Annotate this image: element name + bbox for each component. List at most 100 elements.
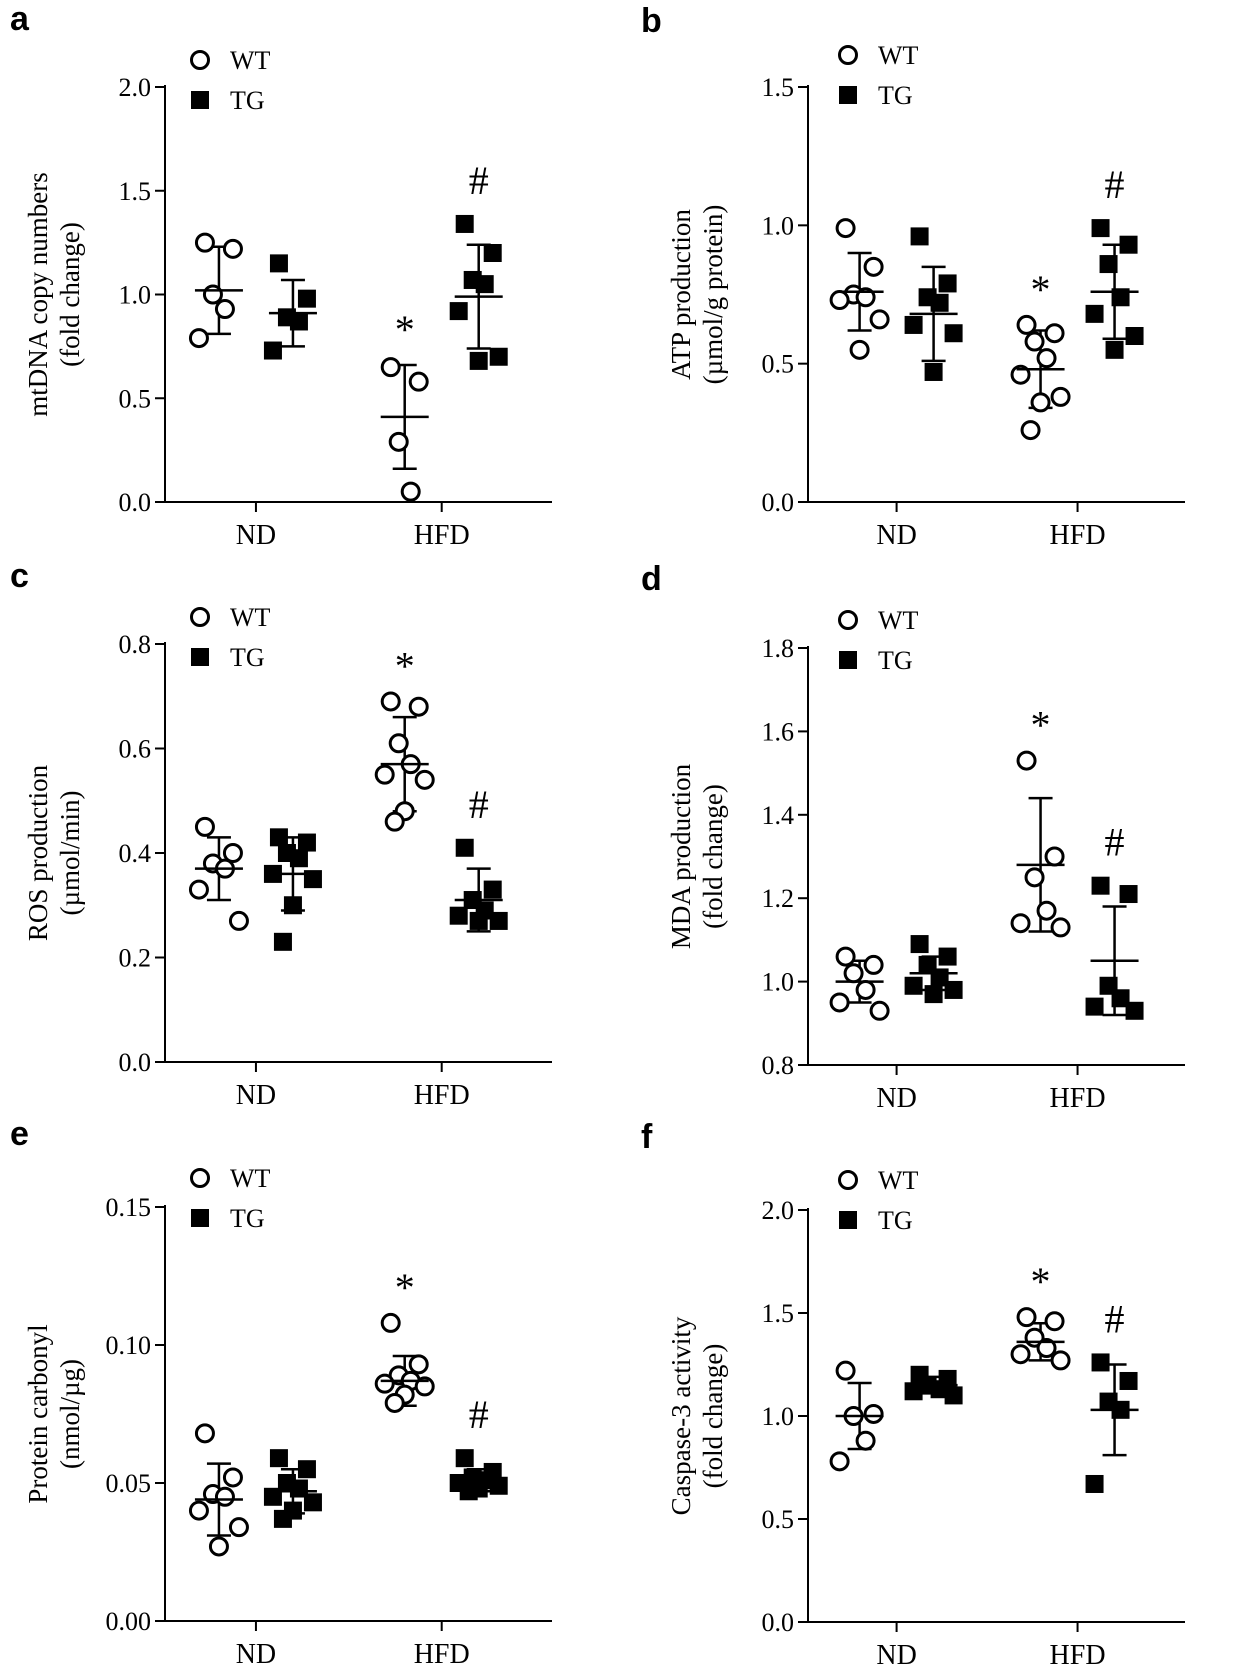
- group-tg-hfd: #: [449, 1392, 508, 1501]
- data-point: [938, 947, 957, 966]
- data-point: [263, 341, 282, 360]
- x-tick-label: HFD: [1050, 520, 1106, 551]
- data-point: [1010, 364, 1031, 385]
- data-point: [1099, 255, 1118, 274]
- data-point: [459, 1482, 478, 1501]
- data-point: [297, 289, 316, 308]
- data-point: [904, 315, 923, 334]
- data-point: [194, 232, 215, 253]
- data-point: [475, 275, 494, 294]
- data-point: [835, 1360, 856, 1381]
- y-tick-label: 1.0: [762, 1402, 795, 1431]
- y-tick-label: 0.8: [119, 630, 152, 659]
- legend-marker-wt: [838, 45, 858, 65]
- data-point: [489, 911, 508, 930]
- y-tick-label: 0.2: [119, 944, 152, 973]
- data-point: [1091, 219, 1110, 238]
- data-point: [202, 284, 223, 305]
- data-point: [455, 214, 474, 233]
- data-point: [1036, 900, 1057, 921]
- y-axis-label-units: (fold change): [55, 222, 85, 367]
- data-point: [1044, 1311, 1065, 1332]
- data-point: [455, 1449, 474, 1468]
- legend-label-wt: WT: [878, 606, 919, 635]
- data-point: [1085, 304, 1104, 323]
- y-tick-label: 0.5: [762, 350, 795, 379]
- y-tick-label: 1.0: [762, 968, 795, 997]
- y-axis-label: ATP production: [666, 209, 696, 380]
- data-point: [384, 1392, 405, 1413]
- group-tg-hfd: #: [1085, 162, 1144, 359]
- data-point: [835, 946, 856, 967]
- data-point: [924, 985, 943, 1004]
- data-point: [1016, 750, 1037, 771]
- data-point: [843, 963, 864, 984]
- data-point: [400, 481, 421, 502]
- data-point: [408, 1354, 429, 1375]
- group-wt-hfd: *: [374, 1265, 435, 1413]
- data-point: [374, 764, 395, 785]
- significance-marker: #: [469, 782, 489, 827]
- legend-marker-wt: [838, 610, 858, 630]
- data-point: [855, 1430, 876, 1451]
- data-point: [855, 979, 876, 1000]
- group-tg-hfd: #: [1085, 1296, 1139, 1493]
- data-point: [1085, 1474, 1104, 1493]
- data-point: [835, 218, 856, 239]
- y-tick-label: 0.15: [106, 1193, 152, 1222]
- x-tick-label: HFD: [1050, 1083, 1106, 1114]
- group-wt-nd: [829, 946, 890, 1021]
- y-tick-label: 1.2: [762, 884, 795, 913]
- y-axis-label: MDA production: [666, 763, 696, 949]
- legend-label-wt: WT: [230, 603, 271, 632]
- data-point: [289, 849, 308, 868]
- data-point: [1024, 867, 1045, 888]
- y-tick-label: 1.5: [762, 1299, 795, 1328]
- data-point: [869, 1000, 890, 1021]
- y-tick-label: 1.5: [119, 177, 152, 206]
- y-tick-label: 0.0: [119, 1048, 152, 1077]
- data-point: [455, 838, 474, 857]
- y-tick-label: 1.0: [119, 281, 152, 310]
- data-point: [1010, 1344, 1031, 1365]
- legend-marker-wt: [838, 1170, 858, 1190]
- data-point: [1125, 327, 1144, 345]
- data-point: [1050, 1350, 1071, 1371]
- data-point: [1016, 1307, 1037, 1328]
- y-axis-label: Caspase-3 activity: [666, 1316, 696, 1515]
- data-point: [1044, 323, 1065, 344]
- data-point: [910, 227, 929, 246]
- data-point: [829, 290, 850, 311]
- group-wt-nd: [188, 1423, 249, 1557]
- data-point: [944, 324, 963, 343]
- y-axis-label-units: (fold change): [698, 1344, 728, 1489]
- data-point: [1119, 1371, 1138, 1390]
- data-point: [904, 1382, 923, 1401]
- legend-marker-tg: [191, 1209, 209, 1227]
- group-wt-nd: [188, 232, 243, 349]
- legend-marker-tg: [839, 651, 857, 669]
- data-point: [1119, 235, 1138, 254]
- significance-marker: #: [1105, 820, 1125, 865]
- data-point: [1085, 997, 1104, 1016]
- data-point: [924, 362, 943, 381]
- data-point: [297, 1460, 316, 1479]
- group-wt-nd: [829, 218, 890, 360]
- data-point: [269, 828, 288, 847]
- y-tick-label: 0.0: [119, 488, 152, 517]
- data-point: [374, 1373, 395, 1394]
- data-point: [904, 976, 923, 995]
- y-tick-label: 0.6: [119, 735, 152, 764]
- data-point: [388, 733, 409, 754]
- group-wt-nd: [829, 1360, 884, 1472]
- data-point: [1119, 885, 1138, 904]
- data-point: [1125, 1001, 1144, 1020]
- legend-label-tg: TG: [878, 81, 913, 110]
- group-tg-nd: [904, 935, 963, 1004]
- data-point: [380, 691, 401, 712]
- data-point: [469, 351, 488, 370]
- data-point: [1044, 846, 1065, 867]
- x-tick-label: ND: [876, 1083, 916, 1114]
- data-point: [829, 1451, 850, 1472]
- x-tick-label: ND: [876, 1640, 916, 1671]
